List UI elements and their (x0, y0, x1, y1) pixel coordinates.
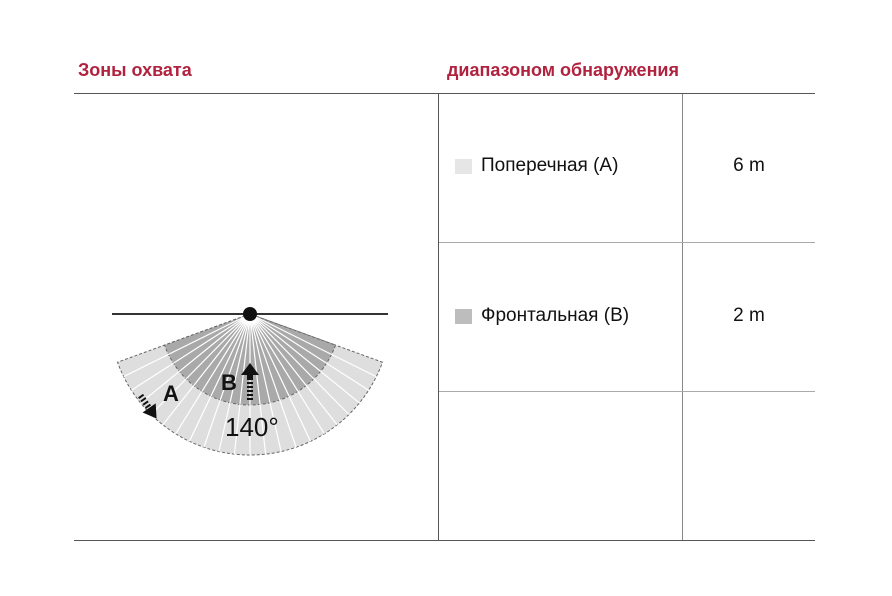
detection-ray (249, 313, 297, 448)
detection-range-heading: диапазоном обнаружения (447, 60, 680, 80)
row-value: 2 m (733, 305, 765, 326)
detection-ray (249, 313, 267, 455)
column-divider (438, 94, 439, 540)
coverage-zones-heading: Зоны охвата (78, 60, 192, 80)
row-label: Поперечная (A) (481, 155, 619, 176)
detection-ray (218, 313, 251, 452)
detection-ray (249, 313, 325, 435)
row-value: 6 m (733, 155, 765, 176)
detection-ray (162, 313, 251, 426)
zone-b-label: B (221, 370, 237, 395)
zone-a-swatch (455, 158, 472, 174)
detection-ray (123, 313, 251, 378)
detection-ray (150, 313, 251, 415)
arrow-a-icon (138, 393, 157, 419)
row-divider (439, 391, 815, 392)
table-bottom-rule (74, 540, 815, 541)
detection-ray (249, 313, 377, 378)
detection-ray (249, 313, 282, 452)
arrow-b-icon (241, 363, 259, 400)
zone-b-swatch (455, 308, 472, 324)
detection-ray (203, 313, 251, 448)
row-divider (439, 242, 815, 243)
column-divider (682, 94, 683, 540)
detection-ray (175, 313, 251, 435)
sensor-icon (243, 307, 257, 321)
row-label: Фронтальная (B) (481, 305, 630, 326)
detection-ray (249, 313, 350, 415)
detection-ray (188, 313, 251, 442)
detection-ray (140, 313, 251, 404)
detection-ray (249, 313, 360, 404)
zone-a-label: A (163, 381, 179, 406)
detection-ray (249, 313, 338, 426)
detection-ray (249, 313, 312, 442)
table-row: Поперечная (A) (455, 155, 618, 177)
detection-ray (131, 313, 251, 391)
table-top-rule (74, 93, 815, 94)
detection-ray (233, 313, 251, 455)
angle-label: 140° (225, 412, 279, 442)
table-row: Фронтальная (B) (455, 305, 629, 327)
detection-ray (249, 313, 369, 391)
